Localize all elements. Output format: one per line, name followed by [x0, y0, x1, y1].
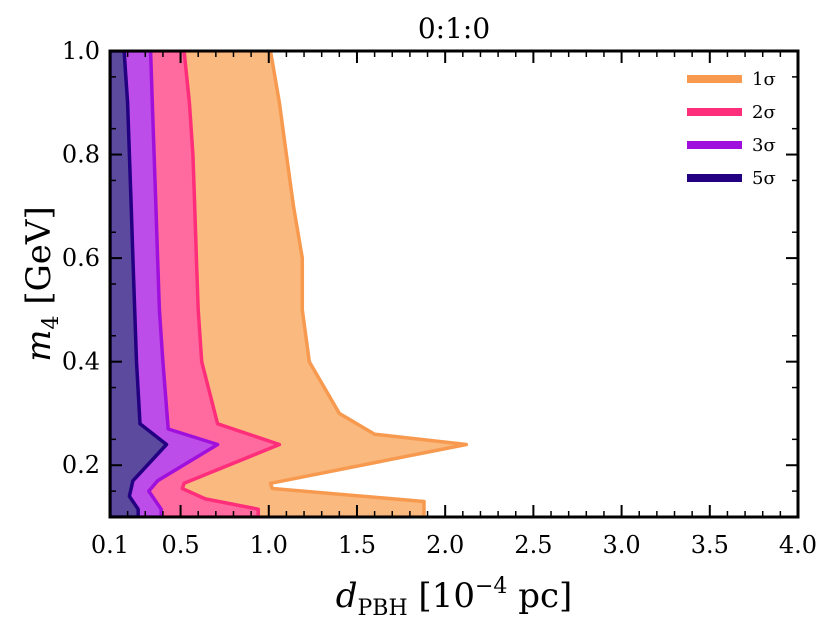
x-axis-label: dPBH [10−4 pc] [336, 574, 573, 621]
x-tick-label: 3.5 [691, 531, 729, 559]
x-tick-label: 3.0 [603, 531, 641, 559]
x-tick-label: 0.1 [91, 531, 129, 559]
legend-label-2: 2σ [752, 102, 776, 123]
x-tick-label: 1.0 [250, 531, 288, 559]
legend-label-3: 3σ [752, 135, 776, 156]
chart-title: 0:1:0 [418, 12, 490, 45]
legend-label-1: 1σ [752, 69, 776, 90]
y-tick-label: 0.4 [62, 348, 100, 376]
y-tick-label: 0.6 [62, 244, 100, 272]
legend-label-4: 5σ [752, 168, 776, 189]
x-tick-label: 1.5 [338, 531, 376, 559]
legend: 1σ 2σ 3σ 5σ [687, 69, 776, 189]
y-tick-label: 0.8 [62, 141, 100, 169]
plot-frame [108, 49, 800, 519]
x-tick-label: 2.0 [426, 531, 464, 559]
y-axis-label: m4 [GeV] [19, 206, 64, 361]
x-tick-label: 2.5 [514, 531, 552, 559]
y-tick-label: 0.2 [62, 451, 100, 479]
x-tick-label: 0.5 [161, 531, 199, 559]
tick-labels: 0.1 0.5 1.0 1.5 2.0 2.5 3.0 3.5 4.0 0.2 0.4 0.6 0.8 1… [62, 37, 817, 559]
y-tick-label: 1.0 [62, 37, 100, 65]
plot-areas [110, 51, 469, 517]
x-tick-label: 4.0 [779, 531, 817, 559]
region-4 [110, 51, 169, 517]
